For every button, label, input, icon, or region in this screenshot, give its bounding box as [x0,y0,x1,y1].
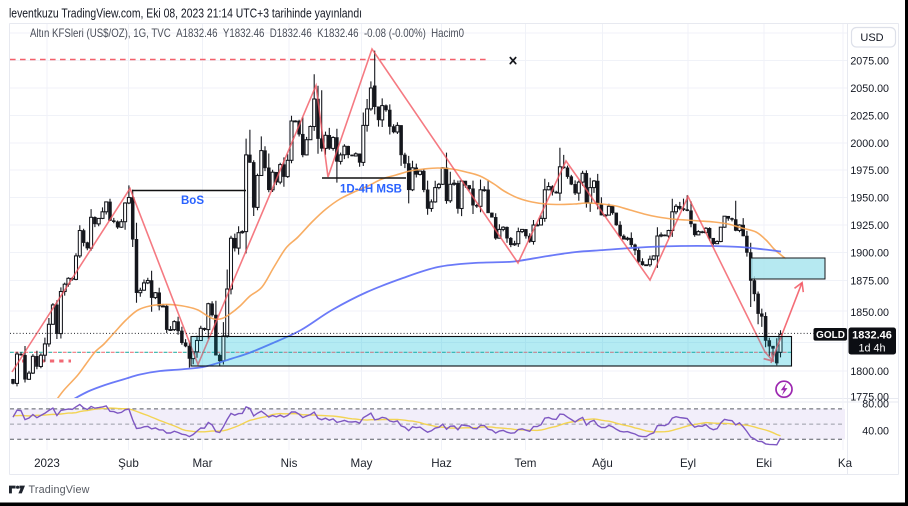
svg-text:1800.00: 1800.00 [850,366,889,378]
svg-text:Mar: Mar [193,457,213,470]
svg-text:1850.00: 1850.00 [850,307,889,319]
svg-text:1875.00: 1875.00 [850,276,889,288]
svg-text:2050.00: 2050.00 [850,83,889,95]
svg-text:2000.00: 2000.00 [850,138,889,150]
svg-text:GOLD: GOLD [816,330,845,341]
svg-text:1d 4h: 1d 4h [858,342,885,354]
svg-text:Eyl: Eyl [680,457,696,470]
svg-text:TradingView: TradingView [29,484,90,496]
svg-text:BoS: BoS [181,195,204,207]
svg-text:Eki: Eki [756,457,772,470]
svg-text:1D-4H MSB: 1D-4H MSB [340,184,402,196]
svg-text:Altın KFSleri (US$/OZ), 1G, TV: Altın KFSleri (US$/OZ), 1G, TVC A1832.46… [30,27,464,40]
svg-text:40.00: 40.00 [862,426,889,438]
svg-text:1775.00: 1775.00 [850,392,889,404]
svg-text:USD: USD [860,32,883,44]
svg-text:May: May [351,457,373,470]
svg-text:2075.00: 2075.00 [850,56,889,68]
svg-text:2023: 2023 [34,457,60,470]
svg-text:Şub: Şub [118,457,139,470]
svg-text:1975.00: 1975.00 [850,165,889,177]
svg-text:1832.46: 1832.46 [852,329,892,341]
svg-text:Ağu: Ağu [592,457,613,470]
svg-text:Haz: Haz [431,457,452,470]
svg-text:leventkuzu TradingView.com, Ek: leventkuzu TradingView.com, Eki 08, 2023… [9,6,362,21]
svg-text:1925.00: 1925.00 [850,220,889,232]
svg-text:Nis: Nis [281,457,298,470]
svg-text:Tem: Tem [515,457,537,470]
svg-text:2025.00: 2025.00 [850,111,889,123]
svg-text:Ka: Ka [838,457,853,470]
svg-text:1900.00: 1900.00 [850,248,889,260]
svg-text:80.00: 80.00 [862,399,889,411]
svg-text:1950.00: 1950.00 [850,193,889,205]
